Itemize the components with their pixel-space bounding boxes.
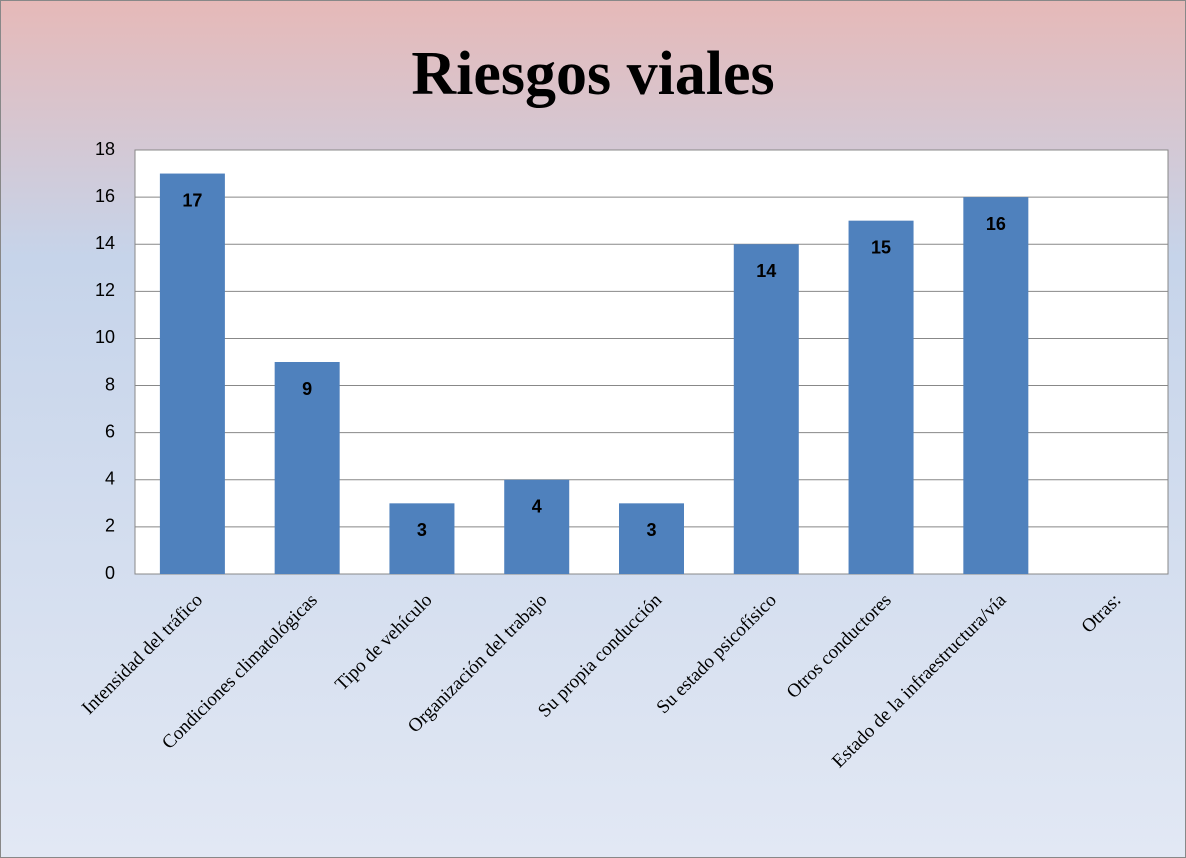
bar [159, 173, 225, 575]
y-tick-label: 0 [105, 563, 115, 583]
y-tick-label: 6 [105, 421, 115, 441]
bar [274, 362, 340, 574]
y-tick-label: 16 [95, 186, 115, 206]
y-tick-label: 18 [95, 139, 115, 159]
bar [848, 220, 914, 574]
data-label: 3 [417, 520, 427, 540]
bar [504, 479, 570, 574]
bar [389, 503, 455, 574]
data-label: 9 [302, 379, 312, 399]
bar [963, 197, 1029, 574]
data-label: 14 [756, 261, 776, 281]
data-label: 16 [986, 214, 1006, 234]
y-tick-label: 10 [95, 327, 115, 347]
data-label: 17 [182, 190, 202, 210]
y-tick-label: 8 [105, 374, 115, 394]
chart-title: Riesgos viales [411, 40, 774, 108]
data-label: 4 [532, 497, 542, 517]
bar [619, 503, 684, 574]
y-tick-label: 2 [105, 516, 115, 536]
y-tick-label: 4 [105, 469, 115, 489]
y-tick-label: 12 [95, 280, 115, 300]
y-tick-label: 14 [95, 233, 115, 253]
data-label: 15 [871, 237, 891, 257]
data-label: 3 [646, 520, 656, 540]
bar [733, 244, 799, 574]
